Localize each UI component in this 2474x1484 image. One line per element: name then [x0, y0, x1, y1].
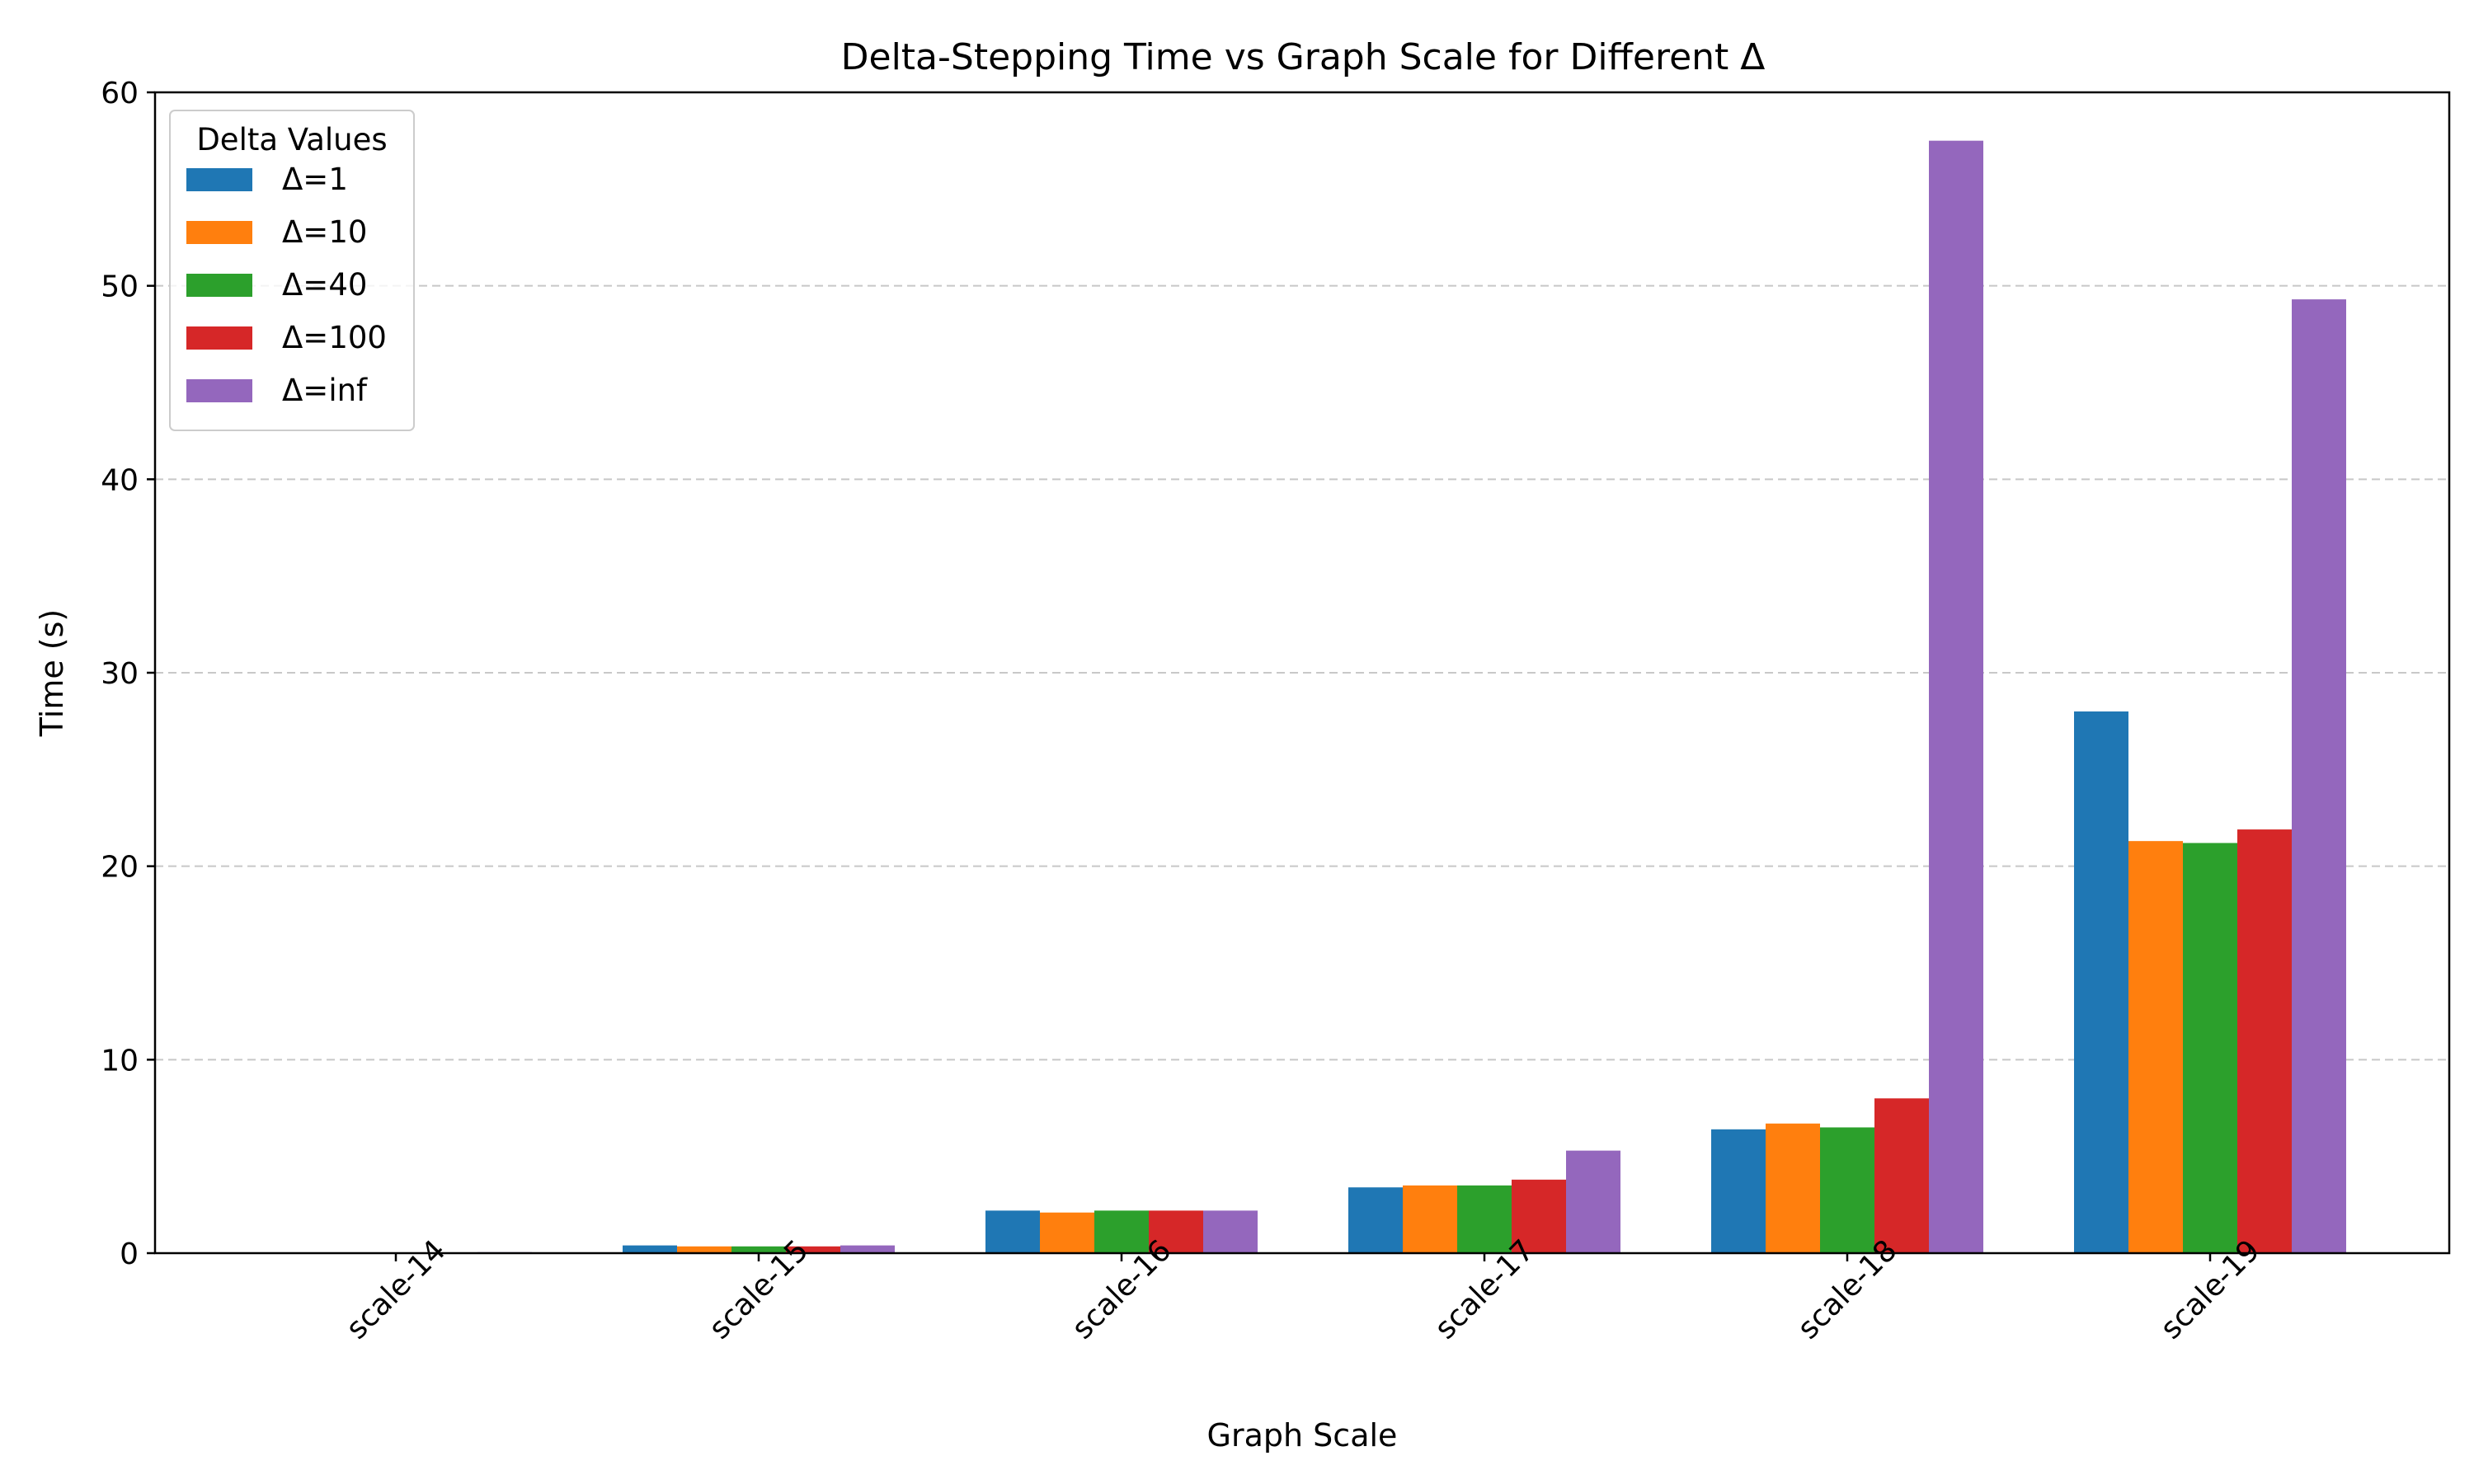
- x-axis-label: Graph Scale: [1207, 1417, 1398, 1453]
- y-tick-label: 50: [101, 270, 139, 304]
- bar: [1766, 1123, 1820, 1253]
- legend-swatch: [186, 168, 252, 191]
- bar: [1929, 140, 1983, 1254]
- legend-swatch: [186, 221, 252, 244]
- bar: [2074, 711, 2128, 1253]
- bar: [1820, 1127, 1874, 1253]
- chart-title: Delta-Stepping Time vs Graph Scale for D…: [841, 36, 1766, 78]
- bar: [1566, 1150, 1620, 1253]
- bar: [840, 1245, 895, 1253]
- legend-label: Δ=1: [282, 162, 348, 197]
- legend: Delta Values Δ=1 Δ=10 Δ=40 Δ=100 Δ=inf: [169, 110, 415, 431]
- legend-label: Δ=40: [282, 267, 367, 303]
- bar: [623, 1245, 677, 1253]
- bar: [786, 1246, 840, 1253]
- bar: [677, 1246, 731, 1253]
- y-tick-label: 0: [120, 1237, 139, 1271]
- bar: [1149, 1210, 1203, 1253]
- legend-swatch: [186, 379, 252, 402]
- legend-label: Δ=100: [282, 320, 387, 355]
- legend-items: Δ=1 Δ=10 Δ=40 Δ=100 Δ=inf: [186, 162, 387, 408]
- bars: [260, 140, 2346, 1254]
- bar: [2237, 829, 2292, 1253]
- bar: [2128, 841, 2183, 1253]
- y-tick-label: 10: [101, 1044, 139, 1078]
- y-tick-label: 40: [101, 463, 139, 497]
- bar: [1348, 1187, 1403, 1253]
- bar: [985, 1210, 1040, 1253]
- bar: [731, 1246, 786, 1253]
- y-axis-label: Time (s): [34, 609, 70, 738]
- bar: [1457, 1185, 1512, 1253]
- legend-label: Δ=10: [282, 214, 367, 250]
- bar: [1512, 1179, 1566, 1253]
- bar: [2292, 299, 2346, 1254]
- bar: [2183, 843, 2237, 1253]
- legend-swatch: [186, 326, 252, 350]
- bar: [1874, 1098, 1929, 1253]
- y-tick-label: 60: [101, 77, 139, 110]
- legend-swatch: [186, 274, 252, 297]
- y-tick-label: 30: [101, 657, 139, 691]
- bar: [1403, 1185, 1457, 1253]
- y-tick-label: 20: [101, 851, 139, 885]
- legend-title: Delta Values: [196, 122, 387, 157]
- legend-label: Δ=inf: [282, 373, 368, 408]
- bar: [1040, 1212, 1094, 1253]
- bar: [1711, 1129, 1766, 1253]
- bar: [1203, 1210, 1258, 1253]
- bar: [1094, 1210, 1149, 1253]
- y-axis-ticks: 0 10 20 30 40 50 60: [101, 77, 155, 1271]
